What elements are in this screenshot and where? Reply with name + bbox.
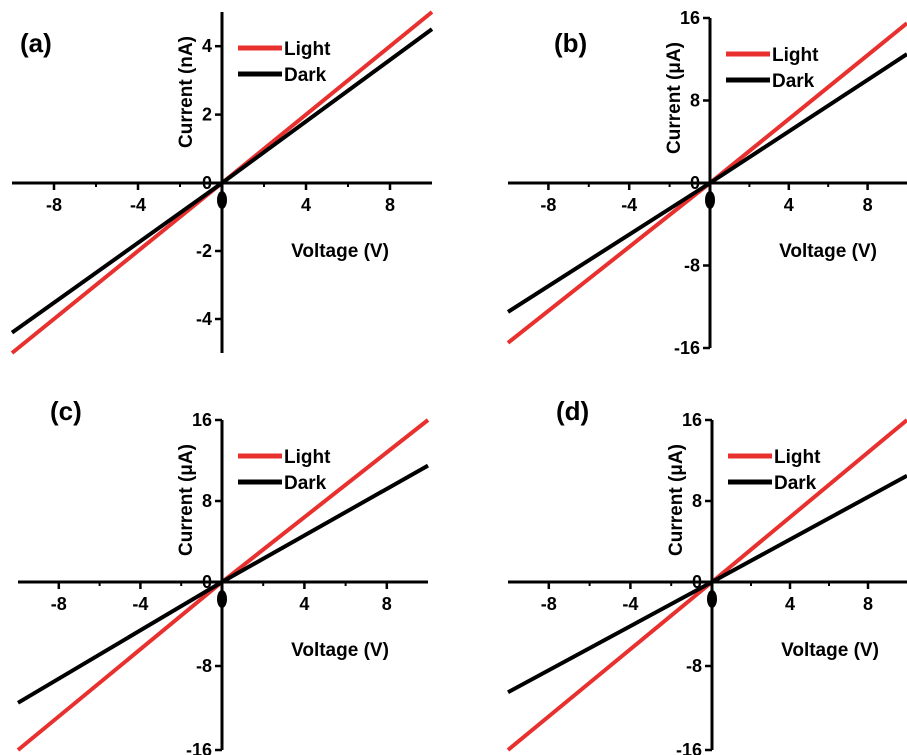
x-tick-label: 8 — [385, 195, 395, 215]
legend-label-light: Light — [774, 447, 821, 468]
y-axis-title: Current (μA) — [176, 444, 197, 556]
legend-label-light: Light — [284, 39, 331, 60]
y-tick-label: -16 — [676, 740, 702, 755]
x-tick-label: 8 — [382, 594, 392, 614]
legend-label-light: Light — [772, 45, 819, 66]
chart-panel-4: -8 -4 4 8 -16 -8 8 16 0 (d) Current (μA) Voltage (V… — [506, 396, 907, 755]
y-tick-label: 2 — [202, 105, 212, 125]
origin-marker — [707, 590, 717, 608]
legend-label-dark: Dark — [774, 473, 817, 494]
y-axis-title: Current (μA) — [664, 42, 685, 154]
x-tick-label: 8 — [863, 195, 873, 215]
x-tick-label: -4 — [132, 594, 148, 614]
x-tick-label: -4 — [622, 594, 638, 614]
x-tick-label: 4 — [785, 594, 795, 614]
x-tick-label: -8 — [541, 594, 557, 614]
x-axis-title: Voltage (V) — [779, 241, 877, 262]
y-tick-label: 8 — [692, 491, 702, 511]
x-tick-label: 8 — [863, 594, 873, 614]
y-tick-label: 4 — [202, 36, 212, 56]
y-tick-label: 8 — [202, 491, 212, 511]
y-tick-label: -16 — [186, 740, 212, 755]
origin-label: 0 — [202, 572, 212, 592]
y-tick-label: -4 — [196, 309, 212, 329]
y-tick-label: -16 — [674, 338, 700, 358]
x-tick-label: 4 — [301, 195, 311, 215]
y-axis-title: Current (nA) — [176, 36, 197, 148]
x-tick-label: -8 — [51, 594, 67, 614]
origin-marker — [217, 590, 227, 608]
x-axis-title: Voltage (V) — [781, 640, 879, 661]
origin-label: 0 — [202, 173, 212, 193]
origin-label: 0 — [690, 173, 700, 193]
x-tick-label: -4 — [621, 195, 637, 215]
y-tick-label: -2 — [196, 241, 212, 261]
chart-panel-3: -8 -4 4 8 -16 -8 8 16 0 (c) Current (μA) Voltage (V… — [16, 396, 430, 755]
origin-label: 0 — [692, 572, 702, 592]
panel-label: (b) — [554, 28, 587, 58]
panel-label: (d) — [556, 396, 589, 426]
y-tick-label: 8 — [690, 91, 700, 111]
origin-marker — [705, 191, 715, 209]
y-tick-label: -8 — [196, 656, 212, 676]
y-tick-label: 16 — [192, 410, 212, 430]
y-tick-label: 16 — [680, 8, 700, 28]
panel-label: (c) — [50, 396, 82, 426]
x-axis-title: Voltage (V) — [291, 640, 389, 661]
x-axis-title: Voltage (V) — [291, 241, 389, 262]
legend-label-light: Light — [284, 447, 331, 468]
y-tick-label: -8 — [684, 256, 700, 276]
x-tick-label: -4 — [130, 195, 146, 215]
origin-marker — [217, 191, 227, 209]
chart-panel-2: -8 -4 4 8 -16 -8 8 16 0 (b) Current (μA) Voltage (V… — [506, 8, 907, 358]
y-tick-label: -8 — [686, 656, 702, 676]
chart-panel-1: -8 -4 4 8 -4 -2 2 4 0 (a) Current (nA) Voltage (V) L… — [10, 10, 434, 355]
x-tick-label: 4 — [299, 594, 309, 614]
x-tick-label: -8 — [540, 195, 556, 215]
y-tick-label: 16 — [682, 410, 702, 430]
legend-label-dark: Dark — [284, 473, 327, 494]
x-tick-label: 4 — [784, 195, 794, 215]
legend-label-dark: Dark — [772, 71, 815, 92]
legend-label-dark: Dark — [284, 65, 327, 86]
y-axis-title: Current (μA) — [666, 444, 687, 556]
panel-label: (a) — [20, 28, 52, 58]
x-tick-label: -8 — [46, 195, 62, 215]
